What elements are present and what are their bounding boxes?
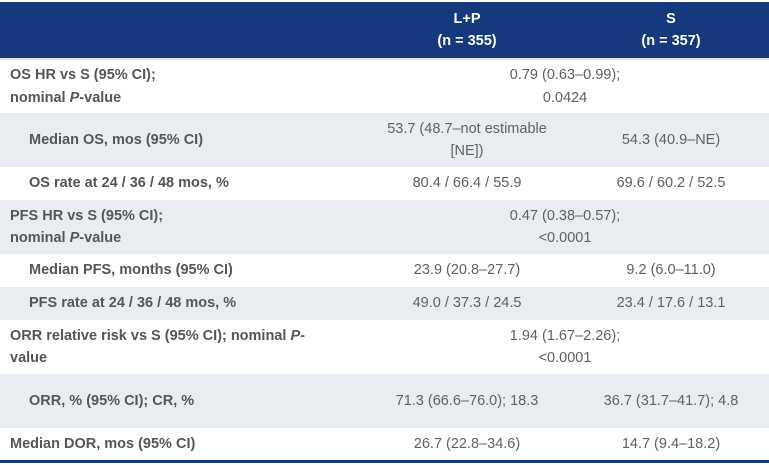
row-label-line2-pre: nominal — [10, 230, 70, 246]
value-cell-lp: 71.3 (66.6–76.0); 18.3 — [361, 374, 573, 428]
value-line1: 0.79 (0.63–0.99); — [509, 67, 621, 84]
value-text: 49.0 / 37.3 / 24.5 — [412, 295, 522, 312]
row-label: Median OS, mos (95% CI) — [0, 113, 361, 167]
row-label: Median DOR, mos (95% CI) — [0, 428, 361, 461]
table-row-median-pfs: Median PFS, months (95% CI) 23.9 (20.8–2… — [0, 254, 769, 287]
value-text: 53.7 (48.7–not estimable [NE]) — [387, 120, 547, 159]
value-cell-combined: 0.79 (0.63–0.99); 0.0424 — [361, 59, 769, 113]
value-cell-s: 14.7 (9.4–18.2) — [573, 428, 769, 461]
header-col-s: S (n = 357) — [573, 2, 769, 60]
header-col-lp: L+P (n = 355) — [361, 2, 573, 60]
value-cell-s: 54.3 (40.9–NE) — [573, 113, 769, 167]
row-label-p-italic: P — [69, 230, 80, 246]
value-line2: 0.0424 — [542, 89, 588, 106]
value-text: 9.2 (6.0–11.0) — [626, 262, 716, 279]
row-label-p-italic: P — [290, 327, 301, 344]
row-label: PFS HR vs S (95% CI); nominal P-value — [0, 200, 361, 254]
row-label: OS HR vs S (95% CI); nominal P-value — [0, 59, 361, 113]
table-header: L+P (n = 355) S (n = 357) — [0, 2, 769, 60]
row-label: OS rate at 24 / 36 / 48 mos, % — [0, 167, 361, 200]
row-label: Median PFS, months (95% CI) — [0, 254, 361, 287]
value-cell-combined: 1.94 (1.67–2.26); <0.0001 — [361, 320, 769, 374]
row-label-line2-post: -value — [79, 230, 122, 246]
value-text: 26.7 (22.8–34.6) — [413, 435, 521, 452]
row-label-text: ORR, % (95% CI); CR, % — [29, 392, 195, 409]
row-label-line1: OS HR vs S (95% CI); — [10, 67, 156, 84]
col-s-n: (n = 357) — [641, 33, 701, 49]
value-text: 80.4 / 66.4 / 55.9 — [412, 175, 522, 192]
value-text: 71.3 (66.6–76.0); 18.3 — [395, 392, 539, 409]
value-text: 14.7 (9.4–18.2) — [621, 435, 721, 452]
value-cell-lp: 26.7 (22.8–34.6) — [361, 428, 573, 461]
col-lp-n: (n = 355) — [437, 33, 497, 49]
row-label: PFS rate at 24 / 36 / 48 mos, % — [0, 287, 361, 320]
value-line2: <0.0001 — [538, 350, 592, 366]
value-text: 69.6 / 60.2 / 52.5 — [616, 175, 726, 192]
value-cell-lp: 53.7 (48.7–not estimable [NE]) — [361, 113, 573, 167]
value-cell-s: 9.2 (6.0–11.0) — [573, 254, 769, 287]
value-cell-combined: 0.47 (0.38–0.57); <0.0001 — [361, 200, 769, 254]
header-row: L+P (n = 355) S (n = 357) — [0, 2, 769, 60]
value-text: 23.9 (20.8–27.7) — [413, 262, 521, 279]
row-label: ORR, % (95% CI); CR, % — [0, 374, 361, 428]
value-cell-s: 69.6 / 60.2 / 52.5 — [573, 167, 769, 200]
row-label-line2-post: -value — [79, 89, 122, 106]
value-text: 54.3 (40.9–NE) — [621, 131, 721, 148]
value-cell-lp: 80.4 / 66.4 / 55.9 — [361, 167, 573, 200]
header-empty-cell — [0, 2, 361, 60]
row-label-line1-pre: ORR relative risk vs S (95% CI); nominal — [10, 327, 291, 344]
value-cell-lp: 49.0 / 37.3 / 24.5 — [361, 287, 573, 320]
value-cell-s: 36.7 (31.7–41.7); 4.8 — [573, 374, 769, 428]
col-s-name: S — [666, 10, 676, 27]
value-text: 23.4 / 17.6 / 13.1 — [616, 295, 726, 312]
table-row-median-os: Median OS, mos (95% CI) 53.7 (48.7–not e… — [0, 113, 769, 167]
row-label-p-italic: P — [69, 89, 80, 106]
table-body: OS HR vs S (95% CI); nominal P-value 0.7… — [0, 59, 769, 461]
table-row-pfs-hr: PFS HR vs S (95% CI); nominal P-value 0.… — [0, 200, 769, 254]
row-label-line2: value — [10, 350, 48, 366]
value-cell-s: 23.4 / 17.6 / 13.1 — [573, 287, 769, 320]
row-label-hyphen: - — [300, 327, 305, 344]
table-row-os-hr: OS HR vs S (95% CI); nominal P-value 0.7… — [0, 59, 769, 113]
value-text: 36.7 (31.7–41.7); 4.8 — [603, 392, 739, 409]
value-line1: 1.94 (1.67–2.26); — [509, 327, 621, 344]
row-label-text: PFS rate at 24 / 36 / 48 mos, % — [29, 295, 237, 312]
row-label-line1: PFS HR vs S (95% CI); — [10, 207, 164, 224]
value-line2: <0.0001 — [538, 230, 592, 246]
value-cell-lp: 23.9 (20.8–27.7) — [361, 254, 573, 287]
value-line1: 0.47 (0.38–0.57); — [509, 207, 621, 224]
table-row-orr-rr: ORR relative risk vs S (95% CI); nominal… — [0, 320, 769, 374]
table-row-pfs-rate: PFS rate at 24 / 36 / 48 mos, % 49.0 / 3… — [0, 287, 769, 320]
table-row-os-rate: OS rate at 24 / 36 / 48 mos, % 80.4 / 66… — [0, 167, 769, 200]
row-label-text: OS rate at 24 / 36 / 48 mos, % — [29, 175, 229, 192]
table-row-median-dor: Median DOR, mos (95% CI) 26.7 (22.8–34.6… — [0, 428, 769, 461]
row-label-text: Median DOR, mos (95% CI) — [10, 435, 196, 452]
table-row-orr: ORR, % (95% CI); CR, % 71.3 (66.6–76.0);… — [0, 374, 769, 428]
row-label-text: Median PFS, months (95% CI) — [29, 262, 233, 279]
row-label: ORR relative risk vs S (95% CI); nominal… — [0, 320, 361, 374]
col-lp-name: L+P — [453, 10, 481, 27]
row-label-line2-pre: nominal — [10, 89, 70, 106]
row-label-text: Median OS, mos (95% CI) — [29, 131, 204, 148]
